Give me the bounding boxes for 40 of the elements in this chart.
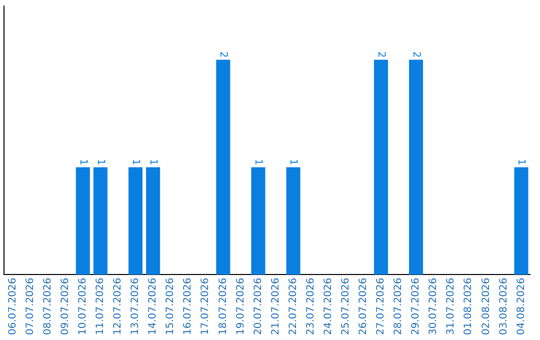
data-label: 2 xyxy=(218,51,229,58)
x-tick-label: 08.07.2026 xyxy=(42,278,54,336)
x-tick-label: 17.07.2026 xyxy=(200,278,212,336)
x-tick-label: 28.07.2026 xyxy=(393,278,404,336)
x-tick-label: 12.07.2026 xyxy=(112,278,124,336)
x-tick-label: 24.07.2026 xyxy=(322,278,334,336)
x-tick-label: 14.07.2026 xyxy=(148,278,159,336)
x-tick-label: 04.08.2026 xyxy=(516,278,527,336)
x-tick-label: 26.07.2026 xyxy=(358,278,370,336)
x-tick-label: 18.07.2026 xyxy=(218,278,229,336)
x-tick-label: 13.07.2026 xyxy=(130,278,142,336)
x-tick-label: 27.07.2026 xyxy=(376,278,387,336)
data-label: 1 xyxy=(77,158,88,166)
x-tick-label: 23.07.2026 xyxy=(305,278,316,336)
x-tick-label: 06.07.2026 xyxy=(7,278,18,336)
x-tick-label: 19.07.2026 xyxy=(235,278,246,336)
x-tick-label: 16.07.2026 xyxy=(182,278,194,336)
x-tick-label: 02.08.2026 xyxy=(480,278,492,336)
data-label: 1 xyxy=(288,158,299,166)
x-tick-label: 10.07.2026 xyxy=(77,278,88,336)
data-label: 1 xyxy=(94,158,106,166)
x-tick-label: 31.07.2026 xyxy=(446,278,457,336)
data-label: 2 xyxy=(410,51,422,58)
x-tick-label: 22.07.2026 xyxy=(288,278,299,336)
x-tick-label: 21.07.2026 xyxy=(270,278,282,336)
x-tick-label: 11.07.2026 xyxy=(95,278,106,336)
x-tick-label: 09.07.2026 xyxy=(60,278,71,336)
x-tick-label: 07.07.2026 xyxy=(24,278,36,336)
data-label: 1 xyxy=(252,158,264,166)
data-label: 1 xyxy=(130,158,141,166)
x-tick-label: 30.07.2026 xyxy=(428,278,440,336)
data-label: 1 xyxy=(147,158,158,166)
x-tick-label: 15.07.2026 xyxy=(165,278,176,336)
data-label: 1 xyxy=(516,158,527,166)
x-tick-label: 29.07.2026 xyxy=(410,278,422,336)
x-tick-label: 01.08.2026 xyxy=(463,278,474,336)
x-tick-label: 20.07.2026 xyxy=(252,278,264,336)
x-tick-label: 03.08.2026 xyxy=(498,278,510,336)
x-tick-label: 25.07.2026 xyxy=(340,278,352,336)
data-label: 2 xyxy=(375,51,386,58)
